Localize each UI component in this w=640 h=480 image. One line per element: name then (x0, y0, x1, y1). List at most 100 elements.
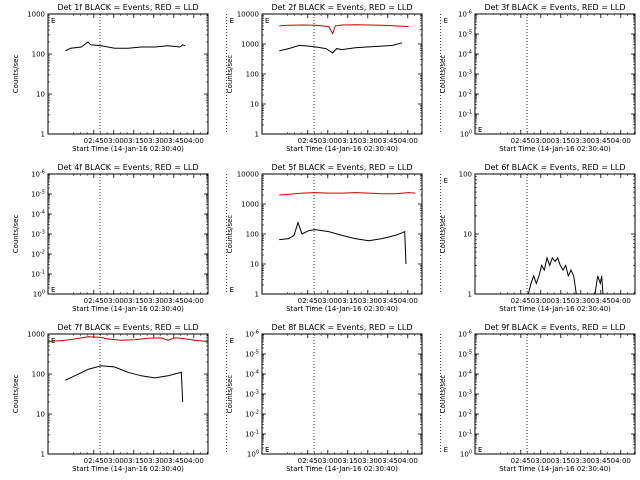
y-tick-label: 10-3 (245, 390, 259, 399)
y-tick-label: 1000 (241, 41, 259, 49)
plot-frame (474, 13, 636, 135)
panel-title: Det 8f BLACK = Events, RED = LLD (271, 323, 412, 332)
panel-1: Det 1f BLACK = Events, RED = LLD 1 10 100 10… (12, 3, 234, 153)
y-tick-label: 10-2 (31, 250, 45, 259)
e-marker: E (478, 446, 482, 454)
data-series-line-1 (279, 24, 409, 35)
y-axis-label: Counts/sec (12, 55, 20, 94)
y-axis-label: Counts/sec (226, 215, 234, 254)
y-tick-label: 1 (41, 131, 45, 139)
x-axis-label: Start Time (14-Jan-16 02:30:40) (286, 465, 398, 473)
data-series-line-2 (279, 221, 407, 265)
x-tick-label: 04:00 (398, 457, 418, 465)
x-tick-label: 03:45 (164, 457, 184, 465)
y-tick-label: 1 (255, 131, 259, 139)
x-tick-label: 04:00 (184, 137, 204, 145)
y-tick-label: 100 (247, 450, 259, 459)
x-tick-label: 04:00 (184, 457, 204, 465)
x-axis-label: Start Time (14-Jan-16 02:30:40) (499, 305, 611, 313)
y-tick-label: 10-6 (31, 170, 45, 179)
e-marker: E (444, 446, 448, 454)
e-marker: E (444, 177, 448, 185)
x-tick-label: 03:15 (124, 137, 144, 145)
y-tick-label: 10-2 (245, 410, 259, 419)
y-tick-label: 10-6 (458, 330, 472, 339)
x-tick-label: 02:45 (84, 457, 104, 465)
x-tick-label: 04:00 (398, 137, 418, 145)
panel-title: Det 1f BLACK = Events, RED = LLD (57, 3, 198, 12)
x-tick-label: 03:15 (551, 137, 571, 145)
e-marker: E (478, 126, 482, 134)
x-axis-label: Start Time (14-Jan-16 02:30:40) (72, 305, 184, 313)
x-tick-label: 02:45 (298, 297, 318, 305)
data-series-line-2 (279, 42, 403, 54)
y-tick-label: 10-1 (245, 430, 259, 439)
panel-title: Det 2f BLACK = Events, RED = LLD (271, 3, 412, 12)
x-tick-label: 03:00 (318, 297, 338, 305)
x-tick-label: 03:15 (551, 297, 571, 305)
y-tick-label: 10 (36, 411, 45, 419)
e-marker: E (230, 17, 234, 25)
data-series-line-1 (527, 256, 604, 295)
x-tick-label: 02:45 (511, 457, 531, 465)
y-tick-label: 100 (32, 51, 45, 59)
x-tick-label: 03:00 (104, 297, 124, 305)
e-marker: E (265, 17, 269, 25)
x-tick-label: 02:45 (298, 457, 318, 465)
panel-4: Det 4f BLACK = Events, RED = LLD 100 10-1 1… (12, 163, 234, 313)
y-tick-label: 10-4 (458, 50, 472, 59)
x-tick-label: 03:00 (531, 297, 551, 305)
x-tick-label: 03:15 (338, 457, 358, 465)
y-tick-label: 1 (41, 451, 45, 459)
y-tick-label: 10-2 (458, 410, 472, 419)
x-tick-label: 03:30 (571, 457, 591, 465)
y-tick-label: 10-1 (31, 270, 45, 279)
x-tick-label: 03:00 (531, 137, 551, 145)
data-series-line-1 (279, 192, 416, 196)
x-tick-label: 02:45 (511, 137, 531, 145)
y-axis-label: Counts/sec (439, 375, 447, 414)
y-tick-label: 10-1 (458, 430, 472, 439)
y-tick-label: 100 (33, 290, 45, 299)
x-tick-label: 03:45 (591, 137, 611, 145)
x-tick-label: 03:45 (378, 137, 398, 145)
e-marker: E (265, 446, 269, 454)
plot-frame (47, 333, 209, 455)
y-tick-label: 10-4 (458, 370, 472, 379)
x-tick-label: 04:00 (611, 297, 631, 305)
x-tick-label: 03:30 (358, 297, 378, 305)
y-tick-label: 10 (250, 101, 259, 109)
y-tick-label: 10-3 (31, 230, 45, 239)
x-tick-label: 04:00 (184, 297, 204, 305)
panel-6: Det 6f BLACK = Events, RED = LLD 1 10 100 02… (439, 163, 636, 313)
y-tick-label: 10-5 (458, 350, 472, 359)
x-tick-label: 03:15 (124, 297, 144, 305)
panel-5: Det 5f BLACK = Events, RED = LLD 1 10 100 10… (226, 163, 448, 313)
y-tick-label: 10000 (237, 11, 259, 19)
panel-7: Det 7f BLACK = Events, RED = LLD 1 10 100 10… (12, 323, 234, 473)
data-series-line-1 (47, 336, 209, 342)
y-tick-label: 100 (246, 71, 259, 79)
x-tick-label: 03:00 (104, 457, 124, 465)
e-marker: E (230, 286, 234, 294)
data-series-line-2 (65, 365, 184, 403)
x-tick-label: 02:45 (84, 297, 104, 305)
x-axis-label: Start Time (14-Jan-16 02:30:40) (72, 465, 184, 473)
y-axis-label: Counts/sec (439, 215, 447, 254)
x-axis-label: Start Time (14-Jan-16 02:30:40) (72, 145, 184, 153)
panel-title: Det 7f BLACK = Events, RED = LLD (57, 323, 198, 332)
panel-2: Det 2f BLACK = Events, RED = LLD 1 10 100 10… (226, 3, 448, 153)
y-tick-label: 1 (255, 291, 259, 299)
x-tick-label: 03:15 (551, 457, 571, 465)
x-tick-label: 03:00 (104, 137, 124, 145)
y-tick-label: 10-5 (458, 30, 472, 39)
x-tick-label: 02:45 (298, 137, 318, 145)
x-axis-label: Start Time (14-Jan-16 02:30:40) (286, 305, 398, 313)
e-marker: E (444, 17, 448, 25)
x-tick-label: 02:45 (511, 297, 531, 305)
panel-3: Det 3f BLACK = Events, RED = LLD 100 10-1 1… (439, 3, 636, 153)
y-tick-label: 10 (36, 91, 45, 99)
e-marker: E (51, 17, 55, 25)
x-tick-label: 03:00 (318, 457, 338, 465)
x-tick-label: 03:15 (338, 137, 358, 145)
